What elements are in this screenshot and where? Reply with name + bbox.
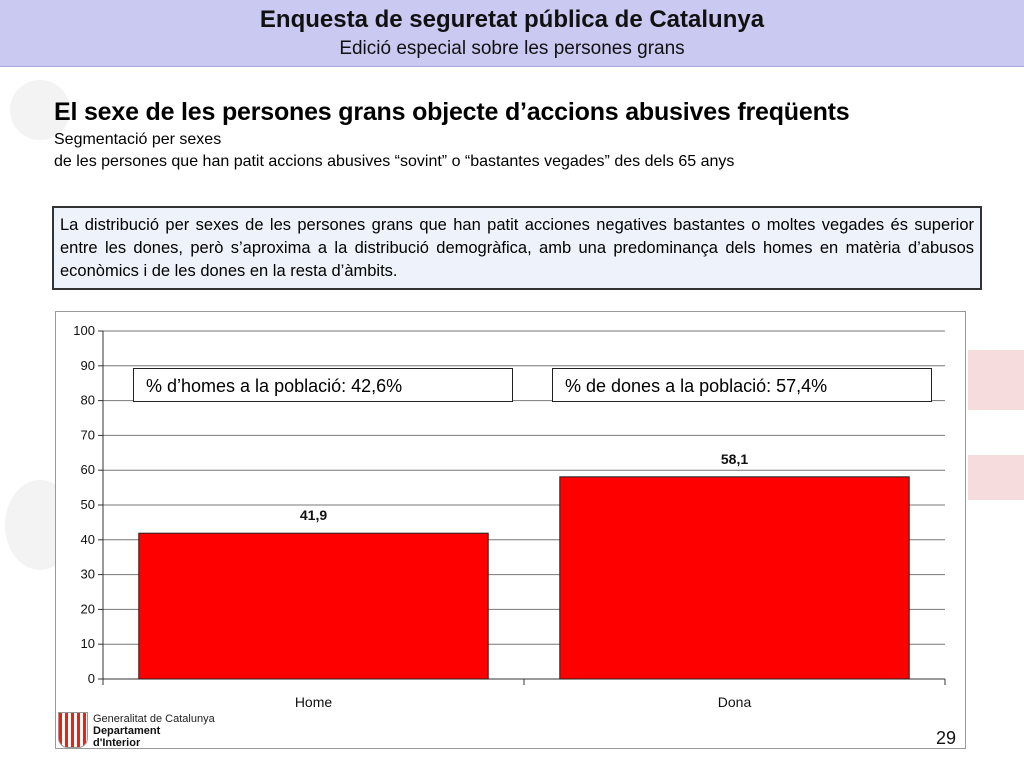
summary-note: La distribució per sexes de les persones… xyxy=(52,206,982,290)
y-tick-label: 20 xyxy=(81,601,95,616)
y-tick-label: 0 xyxy=(88,671,95,686)
page-number: 29 xyxy=(936,728,957,748)
logo-line-2: Departament xyxy=(93,725,161,737)
background-watermark xyxy=(10,80,70,140)
bar-chart: 0 10 20 30 40 50 60 70 80 90 100 41,9 Home 58,1 Dona %… xyxy=(55,311,966,749)
data-label: 58,1 xyxy=(721,451,748,467)
header-title: Enquesta de seguretat pública de Catalun… xyxy=(259,6,765,33)
slide-header: Enquesta de seguretat pública de Catalun… xyxy=(0,0,1024,67)
logo-line-1: Generalitat de Catalunya xyxy=(93,713,215,725)
x-category-label: Home xyxy=(295,694,333,710)
logo-line-3: d'Interior xyxy=(93,737,141,749)
callout-dones: % de dones a la població: 57,4% xyxy=(552,368,932,402)
background-watermark xyxy=(968,350,1024,410)
senyera-emblem-icon xyxy=(58,712,88,748)
y-tick-label: 40 xyxy=(81,532,95,547)
callout-homes: % d’homes a la població: 42,6% xyxy=(133,368,513,402)
callout-homes-text: % d’homes a la població: 42,6% xyxy=(146,376,403,396)
slide-title: El sexe de les persones grans objecte d’… xyxy=(54,98,850,126)
bar-chart-svg: 0 10 20 30 40 50 60 70 80 90 100 41,9 Home 58,1 Dona xyxy=(73,323,946,710)
bar-dona xyxy=(559,476,910,680)
y-tick-label: 30 xyxy=(81,567,95,582)
slide-subtitle-1: Segmentació per sexes xyxy=(54,131,222,148)
y-tick-label: 70 xyxy=(81,427,95,442)
bar-home xyxy=(138,532,489,680)
y-tick-label: 50 xyxy=(81,497,95,512)
y-tick-label: 60 xyxy=(81,462,95,477)
data-label: 41,9 xyxy=(300,507,327,523)
y-tick-label: 10 xyxy=(81,636,95,651)
callout-dones-text: % de dones a la població: 57,4% xyxy=(565,376,828,396)
y-tick-label: 100 xyxy=(73,323,95,338)
x-category-label: Dona xyxy=(718,694,752,710)
summary-note-text: La distribució per sexes de les persones… xyxy=(60,216,974,280)
slide-subtitle-2: de les persones que han patit accions ab… xyxy=(54,153,735,170)
header-subtitle: Edició especial sobre les persones grans xyxy=(339,38,685,59)
background-watermark xyxy=(968,455,1024,500)
y-tick-label: 90 xyxy=(81,358,95,373)
y-tick-label: 80 xyxy=(81,393,95,408)
generalitat-logo: Generalitat de Catalunya Departament d'I… xyxy=(58,712,218,752)
